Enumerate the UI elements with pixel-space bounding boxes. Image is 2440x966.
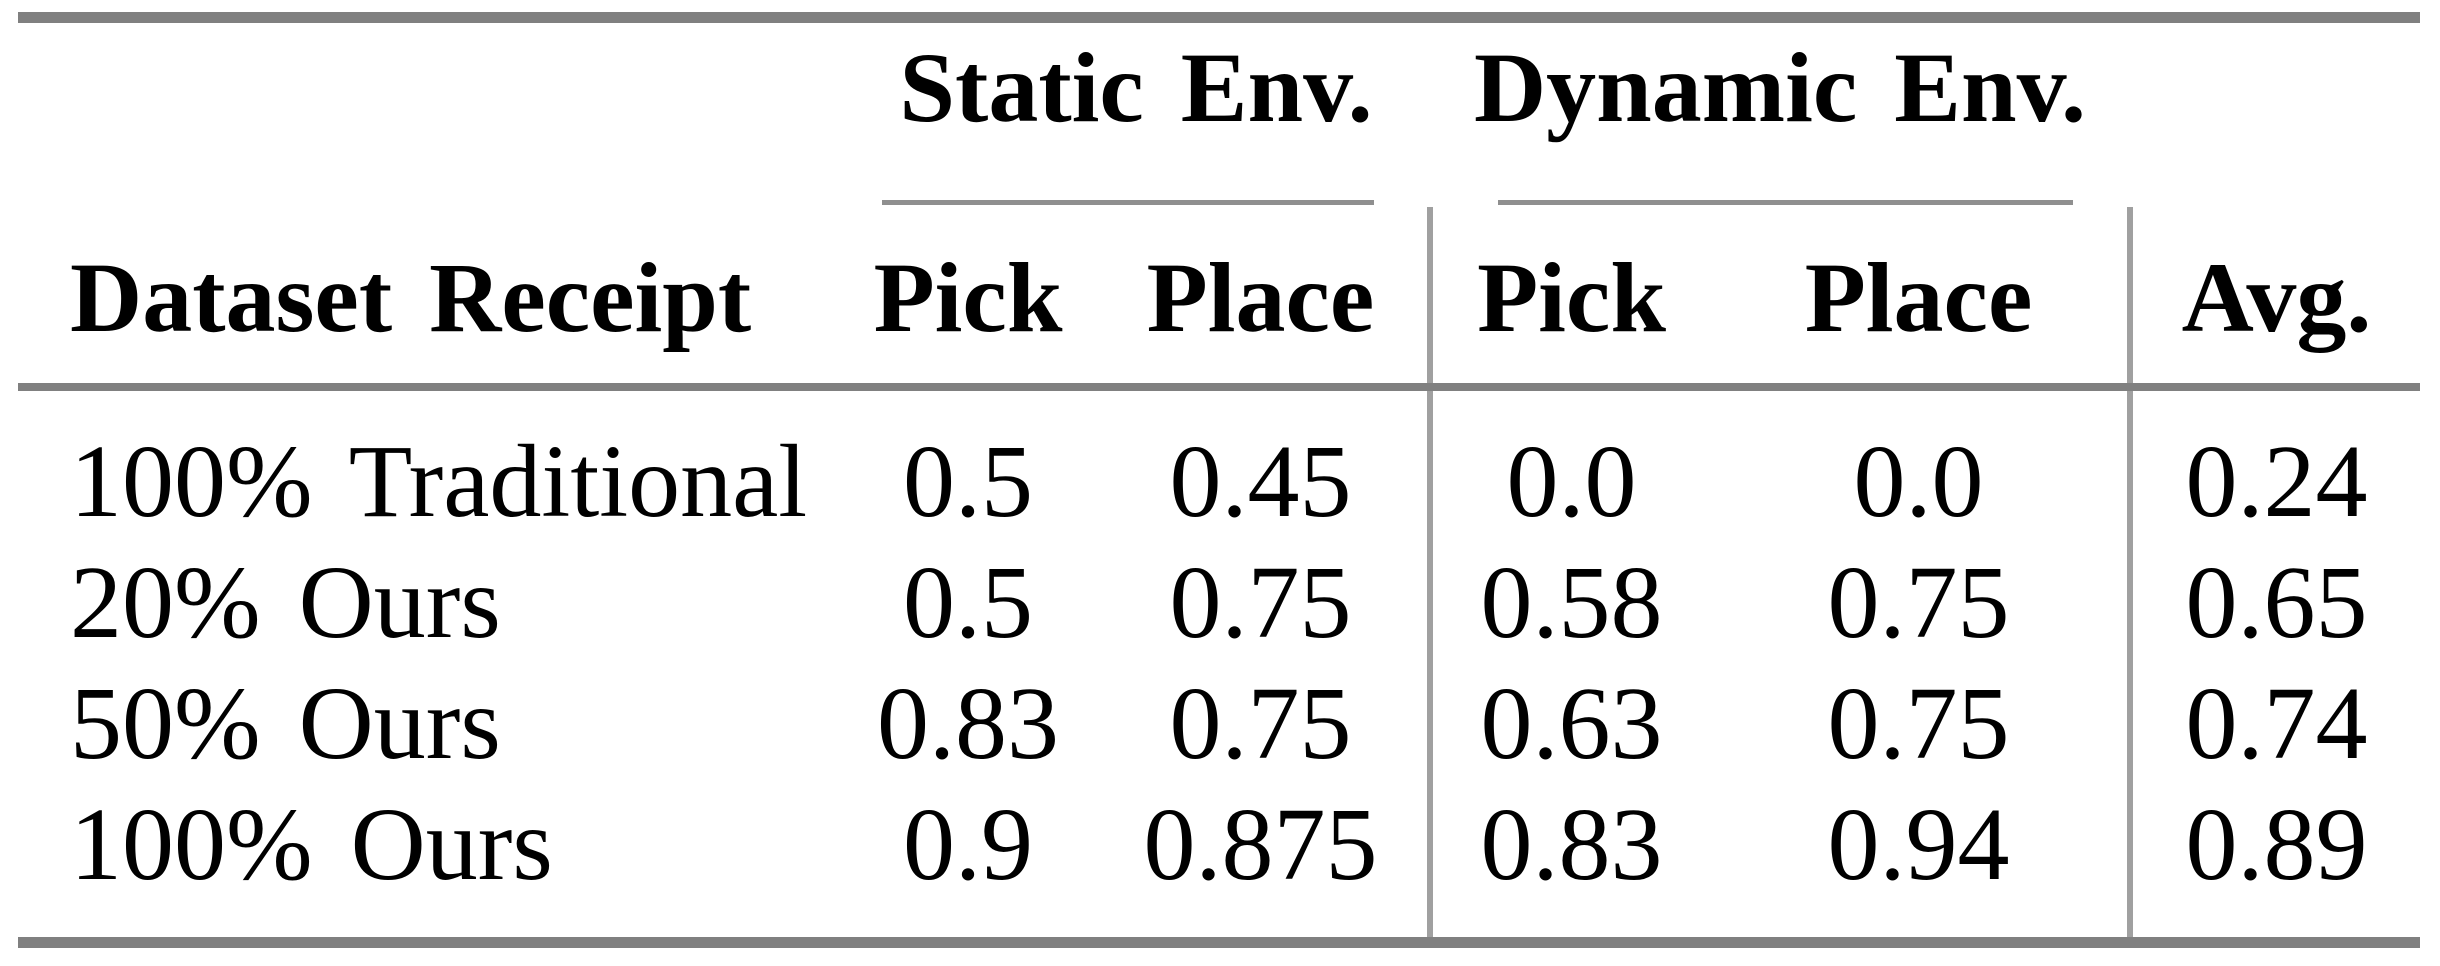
static-place-value: 0.875	[1143, 787, 1378, 902]
static-place-value: 0.75	[1169, 666, 1352, 781]
static-pick-value: 0.83	[877, 666, 1059, 781]
row-label: 50% Ours	[70, 666, 501, 781]
dynamic-place-value: 0.0	[1853, 424, 1984, 539]
avg-value: 0.65	[2127, 542, 2421, 663]
row-label: 100% Traditional	[70, 424, 808, 539]
table-row-50pct-ours: 50% Ours 0.83 0.75 0.63 0.75 0.74	[18, 663, 2421, 784]
dynamic-place-header: Place	[1710, 207, 2131, 391]
row-label: 20% Ours	[70, 545, 501, 660]
results-table: Static Env. Dynamic Env. Dataset Receipt…	[18, 12, 2421, 948]
avg-value: 0.74	[2127, 663, 2421, 784]
static-env-label: Static Env.	[899, 32, 1373, 143]
avg-value: 0.24	[2127, 387, 2421, 542]
static-place-header: Place	[1094, 207, 1430, 391]
avg-header: Avg.	[2127, 207, 2421, 391]
group-header-row: Static Env. Dynamic Env.	[18, 18, 2420, 208]
static-pick-value: 0.5	[903, 424, 1033, 539]
dynamic-place-value: 0.94	[1827, 787, 2010, 902]
dynamic-pick-value: 0.83	[1427, 784, 1710, 943]
avg-value: 0.89	[2127, 784, 2421, 943]
dynamic-env-label: Dynamic Env.	[1473, 32, 2087, 143]
dynamic-place-value: 0.75	[1827, 666, 2010, 781]
static-pick-header: Pick	[842, 207, 1094, 391]
static-env-group-header: Static Env.	[842, 18, 1430, 208]
static-place-value: 0.75	[1169, 545, 1352, 660]
dynamic-env-underline-rule	[1498, 200, 2074, 205]
dynamic-pick-value: 0.58	[1427, 542, 1710, 663]
dynamic-pick-header: Pick	[1427, 207, 1710, 391]
dynamic-pick-value: 0.63	[1427, 663, 1710, 784]
static-place-value: 0.45	[1169, 424, 1352, 539]
dynamic-env-group-header: Dynamic Env.	[1430, 18, 2130, 208]
column-header-row: Dataset Receipt Pick Place Pick Place Av…	[18, 207, 2421, 391]
static-pick-value: 0.5	[903, 545, 1033, 660]
table-row-100pct-ours: 100% Ours 0.9 0.875 0.83 0.94 0.89	[18, 784, 2421, 943]
group-header-spacer	[2130, 18, 2420, 208]
row-label: 100% Ours	[70, 787, 553, 902]
dynamic-place-value: 0.75	[1827, 545, 2010, 660]
group-header-spacer	[18, 18, 842, 208]
table-row-100pct-traditional: 100% Traditional 0.5 0.45 0.0 0.0 0.24	[18, 387, 2421, 542]
dataset-receipt-header: Dataset Receipt	[18, 207, 842, 391]
table-row-20pct-ours: 20% Ours 0.5 0.75 0.58 0.75 0.65	[18, 542, 2421, 663]
static-pick-value: 0.9	[903, 787, 1033, 902]
dynamic-pick-value: 0.0	[1427, 387, 1710, 542]
static-env-underline-rule	[882, 200, 1374, 205]
